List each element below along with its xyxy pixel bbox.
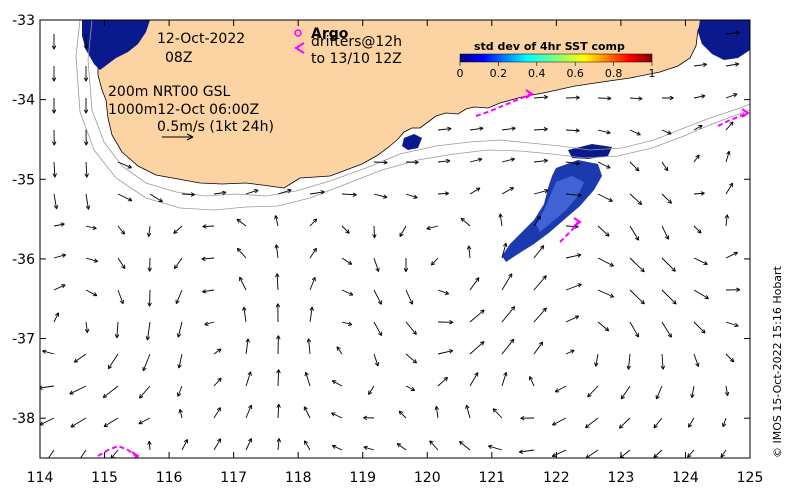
contour-legend-line2: 1000m12-Oct 06:00Z <box>108 102 259 118</box>
colorbar-tick-label: 0.2 <box>490 67 508 80</box>
colorbar-tick-label: 0 <box>457 67 464 80</box>
lat-tick-label: -33 <box>12 13 35 29</box>
drifters-label-line2: to 13/10 12Z <box>311 51 402 67</box>
credit-label: © IMOS 15-Oct-2022 15:16 Hobart <box>771 265 784 458</box>
drifters-label-line1: drifters@12h <box>311 34 402 50</box>
time-label: 08Z <box>165 50 192 66</box>
lon-tick-label: 120 <box>414 470 441 486</box>
contour-legend-line1: 200m NRT00 GSL <box>108 84 231 100</box>
lon-tick-label: 123 <box>608 470 635 486</box>
colorbar-tick-label: 1 <box>649 67 656 80</box>
colorbar-tick-label: 0.6 <box>566 67 584 80</box>
date-label: 12-Oct-2022 <box>157 31 245 47</box>
lon-tick-label: 122 <box>543 470 570 486</box>
lat-tick-label: -38 <box>12 411 35 427</box>
colorbar-tick-label: 0.4 <box>528 67 546 80</box>
colorbar-tick-label: 0.8 <box>605 67 623 80</box>
lon-tick-label: 121 <box>478 470 505 486</box>
colorbar-title: std dev of 4hr SST comp <box>474 40 625 53</box>
lon-tick-label: 119 <box>349 470 376 486</box>
lon-tick-label: 125 <box>737 470 764 486</box>
lon-tick-label: 118 <box>285 470 312 486</box>
lat-tick-label: -34 <box>12 93 35 109</box>
lat-tick-label: -35 <box>12 172 35 188</box>
lon-tick-label: 117 <box>220 470 247 486</box>
scale-label: 0.5m/s (1kt 24h) <box>157 119 274 135</box>
lon-tick-label: 124 <box>672 470 699 486</box>
lon-tick-label: 115 <box>91 470 118 486</box>
lon-tick-label: 116 <box>156 470 183 486</box>
lon-tick-label: 114 <box>27 470 54 486</box>
lat-tick-label: -37 <box>12 332 35 348</box>
lat-tick-label: -36 <box>12 252 35 268</box>
colorbar-gradient <box>460 54 652 62</box>
